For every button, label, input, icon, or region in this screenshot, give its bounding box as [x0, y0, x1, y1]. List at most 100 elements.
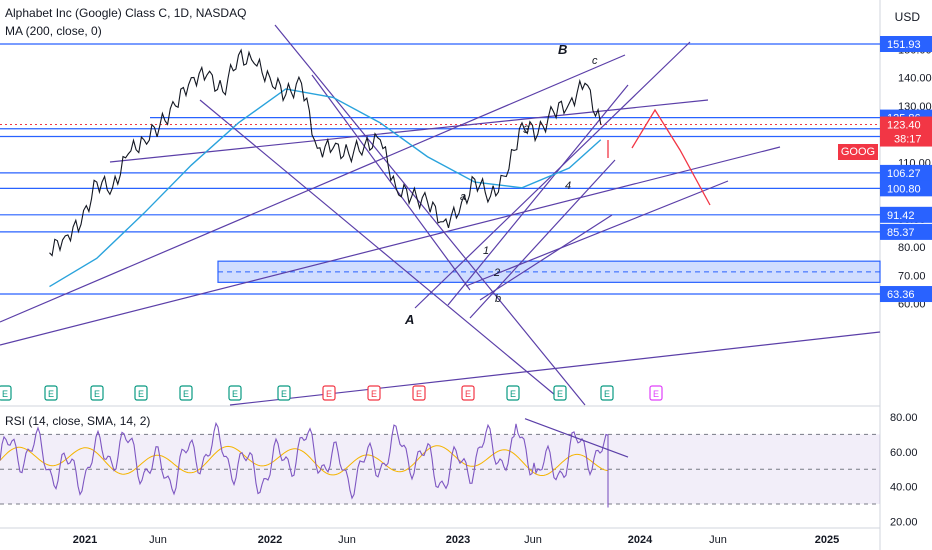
- earnings-marker-box: [0, 385, 12, 401]
- level-badge-5: [880, 180, 932, 197]
- last-price-label: 123.40: [887, 120, 921, 132]
- trend-line-10: [311, 74, 471, 291]
- trend-line-2: [0, 146, 781, 346]
- trend-line-11: [479, 214, 613, 301]
- earnings-marker-box: [44, 385, 58, 401]
- wave-label-a: a: [460, 191, 466, 203]
- wave-label-2: 2: [493, 267, 500, 279]
- time-label-7: Jun: [709, 534, 727, 546]
- rsi-trend-line: [524, 418, 629, 458]
- earnings-marker-text: E: [653, 389, 659, 399]
- wave-label-3: 3: [523, 124, 530, 136]
- earnings-marker-text: E: [371, 389, 377, 399]
- earnings-marker-3[interactable]: E: [134, 385, 148, 401]
- earnings-marker-box: [277, 385, 291, 401]
- wave-label-c: c: [592, 55, 598, 67]
- wave-label-b: b: [495, 293, 501, 305]
- level-badge-6: [880, 206, 932, 223]
- rsi-indicator-label[interactable]: RSI (14, close, SMA, 14, 2): [5, 414, 151, 428]
- trend-line-1: [0, 54, 626, 323]
- ma-indicator-label[interactable]: MA (200, close, 0): [5, 24, 102, 38]
- earnings-marker-1[interactable]: E: [44, 385, 58, 401]
- earnings-marker-box: [461, 385, 475, 401]
- trend-line-8: [199, 99, 556, 396]
- earnings-marker-12[interactable]: E: [553, 385, 567, 401]
- trend-line-5: [469, 159, 616, 319]
- rsi-tick-3: 20.00: [890, 516, 918, 528]
- earnings-marker-box: [322, 385, 336, 401]
- trend-line-6: [465, 180, 729, 287]
- earnings-marker-text: E: [232, 389, 238, 399]
- level-badge-8: [880, 286, 932, 303]
- time-label-2: 2022: [258, 534, 282, 546]
- rsi-signal-line: [0, 445, 609, 477]
- rsi-tick-0: 80.00: [890, 412, 918, 424]
- earnings-marker-5[interactable]: E: [228, 385, 242, 401]
- earnings-marker-box: [649, 385, 663, 401]
- earnings-marker-text: E: [138, 389, 144, 399]
- time-label-8: 2025: [815, 534, 839, 546]
- rsi-tick-1: 60.00: [890, 447, 918, 459]
- earnings-marker-box: [134, 385, 148, 401]
- level-label-7: 85.37: [887, 227, 915, 239]
- level-label-5: 100.80: [887, 183, 921, 195]
- earnings-marker-box: [179, 385, 193, 401]
- time-label-6: 2024: [628, 534, 653, 546]
- earnings-marker-box: [228, 385, 242, 401]
- earnings-marker-13[interactable]: E: [600, 385, 614, 401]
- wave-label-B: B: [558, 42, 567, 57]
- earnings-marker-text: E: [48, 389, 54, 399]
- earnings-marker-text: E: [604, 389, 610, 399]
- earnings-marker-9[interactable]: E: [412, 385, 426, 401]
- level-badge-0: [880, 36, 932, 52]
- wave-label-4: 4: [565, 180, 571, 192]
- level-label-0: 151.93: [887, 39, 921, 51]
- earnings-marker-box: [553, 385, 567, 401]
- earnings-marker-text: E: [183, 389, 189, 399]
- earnings-marker-box: [367, 385, 381, 401]
- wave-label-A: A: [404, 312, 414, 327]
- price-tick-8: 70.00: [898, 270, 926, 282]
- earnings-marker-text: E: [94, 389, 100, 399]
- earnings-marker-box: [90, 385, 104, 401]
- ticker-badge: GOOG: [838, 144, 878, 160]
- price-tick-7: 80.00: [898, 242, 926, 254]
- earnings-marker-text: E: [510, 389, 516, 399]
- projection-path: [631, 108, 711, 206]
- time-label-5: Jun: [524, 534, 542, 546]
- wave-label-1: 1: [483, 245, 489, 257]
- earnings-marker-10[interactable]: E: [461, 385, 475, 401]
- earnings-marker-text: E: [281, 389, 287, 399]
- earnings-marker-7[interactable]: E: [322, 385, 336, 401]
- earnings-marker-text: E: [465, 389, 471, 399]
- level-badge-4: [880, 164, 932, 181]
- earnings-marker-text: E: [2, 389, 8, 399]
- earnings-marker-text: E: [326, 389, 332, 399]
- price-tick-1: 140.00: [898, 73, 932, 85]
- level-label-6: 91.42: [887, 210, 915, 222]
- earnings-marker-0[interactable]: E: [0, 385, 12, 401]
- level-label-4: 106.27: [887, 168, 921, 180]
- earnings-marker-8[interactable]: E: [367, 385, 381, 401]
- currency-label[interactable]: USD: [894, 10, 920, 24]
- trend-line-0: [109, 99, 709, 163]
- price-line: [49, 48, 602, 257]
- time-label-4: 2023: [446, 534, 470, 546]
- level-label-8: 63.36: [887, 289, 915, 301]
- earnings-marker-box: [412, 385, 426, 401]
- last-price-badge: [880, 116, 932, 147]
- earnings-marker-text: E: [557, 389, 563, 399]
- earnings-marker-11[interactable]: E: [506, 385, 520, 401]
- trend-line-9: [274, 24, 586, 406]
- earnings-marker-6[interactable]: E: [277, 385, 291, 401]
- time-label-1: Jun: [149, 534, 167, 546]
- trend-line-4: [447, 84, 629, 306]
- rsi-line: [0, 421, 609, 508]
- earnings-marker-4[interactable]: E: [179, 385, 193, 401]
- rsi-panel-bg: [0, 408, 880, 526]
- chart-title: Alphabet Inc (Google) Class C, 1D, NASDA…: [5, 6, 247, 20]
- earnings-marker-14[interactable]: E: [649, 385, 663, 401]
- earnings-marker-2[interactable]: E: [90, 385, 104, 401]
- earnings-marker-text: E: [416, 389, 422, 399]
